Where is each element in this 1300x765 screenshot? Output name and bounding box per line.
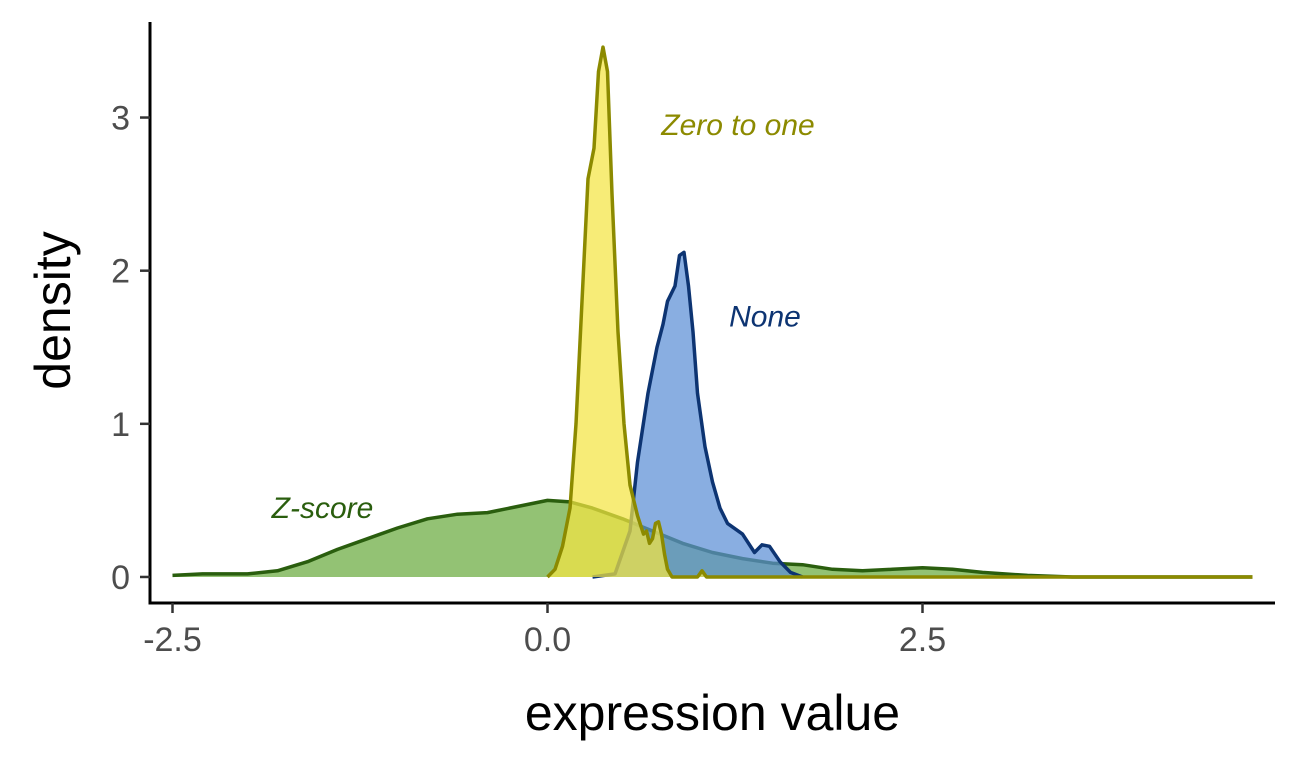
y-tick-label: 0	[111, 559, 130, 597]
density-line-zero-to-one	[546, 45, 1253, 579]
axes: -2.5 0.0 2.5 0 1 2 3	[111, 22, 1275, 659]
x-ticks: -2.5 0.0 2.5	[143, 603, 946, 659]
y-tick-label: 2	[111, 253, 130, 291]
density-line-none	[592, 250, 804, 579]
y-axis-title: density	[25, 231, 81, 389]
x-tick-label: 2.5	[899, 621, 946, 659]
series-label-z-score: Z-score	[271, 492, 374, 525]
density-areas	[172, 45, 1253, 579]
density-area-z-score	[172, 500, 1253, 577]
series-label-none: None	[729, 301, 801, 334]
x-axis-title: expression value	[525, 685, 900, 741]
y-tick-label: 3	[111, 100, 130, 138]
y-tick-label: 1	[111, 406, 130, 444]
y-ticks: 0 1 2 3	[111, 100, 150, 597]
x-tick-label: -2.5	[143, 621, 202, 659]
density-area-none	[592, 252, 803, 578]
x-tick-label: 0.0	[524, 621, 571, 659]
density-area-zero-to-one	[547, 47, 1253, 578]
series-label-zero-to-one: Zero to one	[660, 109, 814, 142]
series-labels: Z-score None Zero to one	[271, 109, 815, 525]
